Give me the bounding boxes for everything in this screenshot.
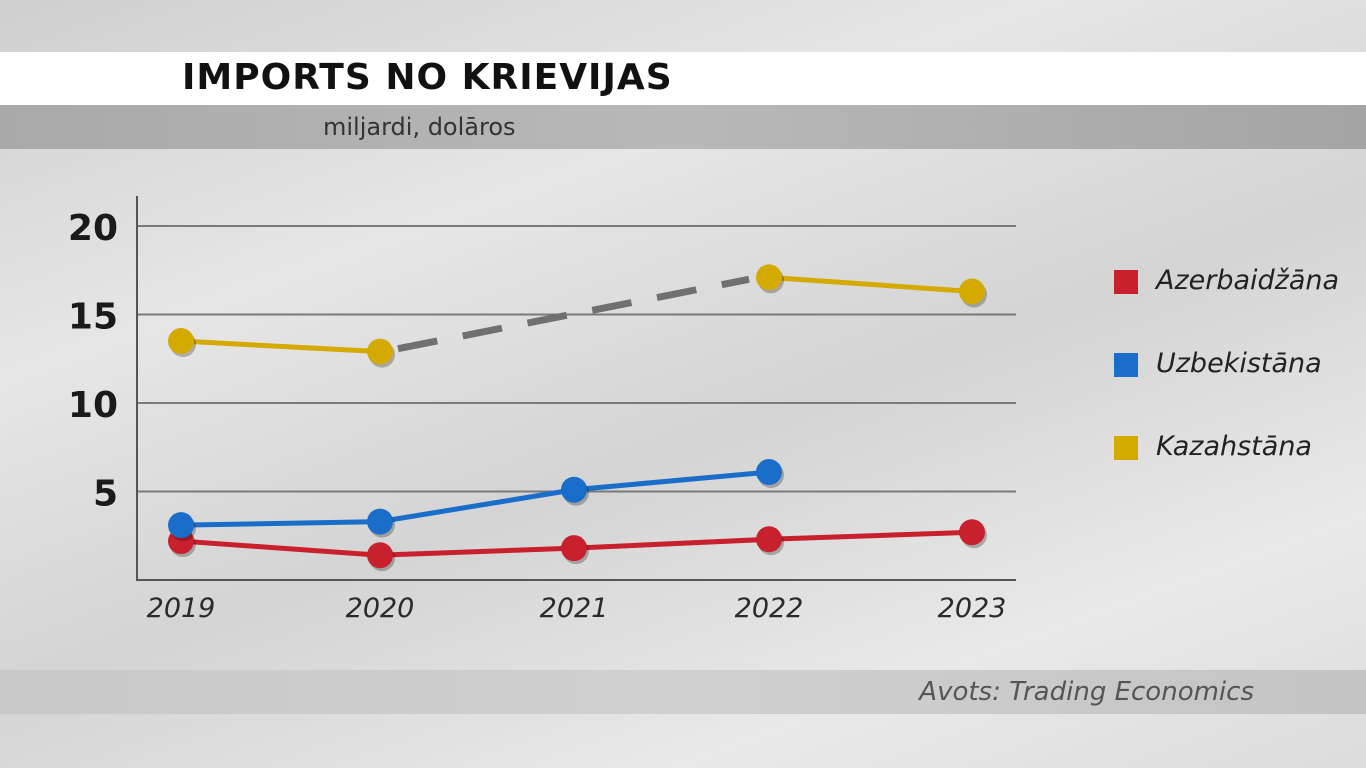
source-bar: Avots: Trading Economics xyxy=(0,670,1366,714)
series-0-point xyxy=(561,535,587,562)
legend-item: Azerbaidžāna xyxy=(1112,260,1352,343)
series-2-point xyxy=(168,328,194,355)
dashed-gap-line xyxy=(397,275,750,353)
grid-lines xyxy=(138,225,1016,493)
subtitle-bar: miljardi, dolāros xyxy=(0,105,1366,149)
series-group xyxy=(168,264,987,572)
y-tick-label: 15 xyxy=(68,297,118,338)
legend-item: Kazahstāna xyxy=(1112,426,1352,509)
series-1-point xyxy=(168,512,194,539)
tick-labels: 5 10 15 20 2019 2020 2021 2022 2023 xyxy=(68,208,1006,624)
x-tick-label: 2019 xyxy=(147,593,216,624)
chart-title: IMPORTS NO KRIEVIJAS xyxy=(182,57,673,98)
series-0-point xyxy=(367,542,393,569)
series-2-point xyxy=(367,338,393,365)
legend-swatch xyxy=(1114,353,1138,377)
series-2-line xyxy=(178,338,383,355)
x-tick-label: 2022 xyxy=(735,593,804,624)
legend-swatch xyxy=(1114,270,1138,294)
series-2-point xyxy=(959,278,985,305)
series-1-point xyxy=(561,476,587,503)
axes xyxy=(136,196,1016,581)
legend-item: Uzbekistāna xyxy=(1112,343,1352,426)
series-1-point xyxy=(756,459,782,486)
x-tick-label: 2023 xyxy=(938,593,1007,624)
series-1-line xyxy=(178,469,772,528)
legend-label: Kazahstāna xyxy=(1156,431,1312,462)
y-tick-label: 20 xyxy=(68,208,118,249)
chart-subtitle: miljardi, dolāros xyxy=(323,113,516,141)
legend-label: Uzbekistāna xyxy=(1156,348,1322,379)
series-0-point xyxy=(959,519,985,546)
source-text: Avots: Trading Economics xyxy=(919,677,1254,707)
series-2-line xyxy=(766,274,975,294)
title-bar: IMPORTS NO KRIEVIJAS xyxy=(0,52,1366,105)
y-tick-label: 10 xyxy=(68,385,118,426)
x-tick-label: 2020 xyxy=(346,593,415,624)
legend-swatch xyxy=(1114,436,1138,460)
legend: Azerbaidžāna Uzbekistāna Kazahstāna xyxy=(1112,260,1352,509)
y-tick-label: 5 xyxy=(93,474,118,515)
x-tick-label: 2021 xyxy=(540,593,609,624)
series-1-point xyxy=(367,508,393,535)
series-0-point xyxy=(756,526,782,553)
series-2-point xyxy=(756,264,782,291)
legend-label: Azerbaidžāna xyxy=(1156,265,1340,296)
